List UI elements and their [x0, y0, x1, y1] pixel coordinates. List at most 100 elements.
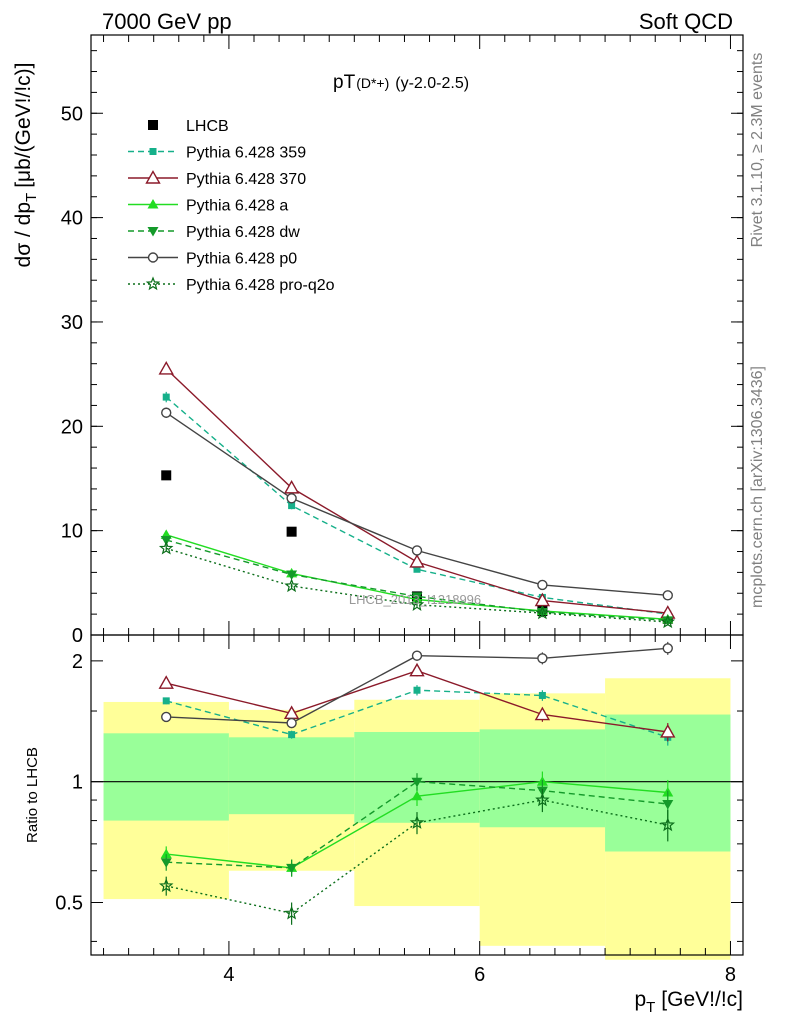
plot-title-rest: (y-2.0-2.5)	[395, 75, 469, 92]
ratio-point-pa	[411, 790, 423, 801]
ratio-point-pq2o	[158, 878, 174, 893]
ratio-point-pq2o	[535, 792, 550, 807]
uncertainty-band-inner	[103, 733, 229, 821]
legend-marker-p370	[145, 170, 161, 184]
series-line-p370	[165, 368, 668, 614]
y-tick-label: 0	[72, 625, 83, 647]
ratio-point-p359	[162, 697, 170, 705]
x-axis-label-rest: [GeV!/!c]	[661, 988, 743, 1011]
header-right: Soft QCD	[639, 9, 733, 34]
ratio-line-pq2o	[166, 799, 668, 915]
data-point-pp0	[161, 407, 172, 418]
ratio-y-axis-label: Ratio to LHCB	[24, 747, 41, 843]
series-pdw	[160, 536, 674, 626]
plot-title-sup: (D*+)	[356, 75, 389, 91]
ratio-frame	[90, 634, 744, 956]
legend-label-pdw: Pythia 6.428 dw	[186, 224, 300, 241]
ratio-point-p359	[413, 686, 421, 694]
legend-entry-p370: Pythia 6.428 370	[128, 170, 306, 188]
data-point-p359	[288, 502, 296, 510]
ratio-point-pdw	[286, 863, 298, 874]
plot-title-main: pT	[333, 72, 356, 93]
series-line-pdw	[166, 539, 668, 622]
series-pa	[160, 529, 674, 624]
legend-label-LHCB: LHCB	[186, 118, 229, 135]
data-point-p359	[413, 565, 421, 573]
legend-marker-p359	[149, 148, 157, 155]
legend-entry-LHCB: LHCB	[148, 118, 229, 135]
legend-label-p359: Pythia 6.428 359	[186, 145, 306, 162]
data-point-p370	[158, 360, 174, 375]
ratio-panel: 0.5 1 2 4 6 8 Ratio to LHCB	[24, 634, 744, 986]
y-tick-label: 2	[72, 651, 83, 673]
ratio-point-pp0	[411, 650, 423, 661]
data-point-pp0	[537, 579, 548, 591]
series-line-pq2o	[165, 547, 668, 623]
x-tick-label: 8	[725, 964, 736, 986]
data-point-pdw	[160, 536, 172, 546]
upper-panel: 0 10 20 30 40 50 pT(D*+) (y-2.0-2.5) dσ / dpT […	[12, 34, 744, 647]
ratio-point-pa	[160, 848, 172, 859]
data-point-pp0	[286, 493, 297, 504]
legend-label-pp0: Pythia 6.428 p0	[186, 251, 297, 268]
ratio-point-pp0	[537, 653, 548, 664]
data-point-LHCB	[286, 526, 297, 537]
data-point-p370	[283, 479, 300, 494]
y-tick-label: 50	[61, 103, 83, 125]
data-point-pp0	[662, 590, 673, 601]
ratio-point-pq2o	[409, 815, 425, 829]
y-tick-label: 10	[61, 521, 83, 543]
legend-entry-pdw: Pythia 6.428 dw	[128, 224, 300, 241]
ratio-point-pq2o	[284, 905, 299, 920]
y-axis-label-rest: [μb/(GeV!/!c)]	[12, 63, 35, 188]
y-axis-label-main: dσ / dp	[12, 202, 35, 268]
legend-entry-pq2o: Pythia 6.428 pro-q2o	[128, 276, 335, 294]
data-point-pq2o	[535, 605, 550, 620]
legend-marker-pa	[147, 199, 159, 209]
data-point-pq2o	[409, 597, 425, 611]
ratio-point-pp0	[662, 643, 673, 654]
rivet-version-text: Rivet 3.1.10, ≥ 2.3M events	[749, 53, 766, 248]
ratio-point-p359	[538, 691, 546, 699]
ratio-series-pq2o	[158, 788, 676, 925]
data-point-pq2o	[284, 578, 299, 593]
x-tick-label: 4	[223, 964, 234, 986]
x-axis-label-sub: T	[646, 999, 655, 1016]
legend-marker-pq2o	[145, 276, 161, 291]
y-tick-label: 20	[61, 416, 83, 438]
ratio-point-pp0	[286, 717, 297, 729]
ratio-point-p370	[158, 675, 174, 689]
y-tick-label: 1	[72, 772, 83, 794]
ratio-point-pdw	[662, 799, 674, 810]
x-axis-label: pT [GeV!/!c]	[634, 988, 743, 1016]
ratio-point-p370	[534, 706, 551, 721]
series-pq2o	[158, 540, 676, 629]
y-tick-label: 0.5	[55, 893, 83, 915]
data-point-pq2o	[660, 614, 676, 629]
plot-title: pT(D*+) (y-2.0-2.5)	[333, 72, 469, 93]
header-left: 7000 GeV pp	[102, 9, 232, 34]
series-p370	[158, 360, 676, 619]
legend-marker-pp0	[147, 252, 159, 263]
data-point-p359	[162, 393, 170, 401]
data-point-pp0	[411, 545, 423, 556]
ratio-point-pq2o	[660, 817, 676, 832]
ratio-series-pp0	[161, 641, 673, 729]
ratio-line-pdw	[166, 780, 668, 869]
data-point-pdw	[286, 570, 298, 580]
legend-entry-p359: Pythia 6.428 359	[128, 145, 306, 162]
ratio-point-pdw	[160, 858, 172, 868]
x-tick-label: 6	[474, 964, 485, 986]
legend-label-p370: Pythia 6.428 370	[186, 171, 306, 188]
x-axis-label-main: p	[634, 988, 646, 1011]
legend-label-pa: Pythia 6.428 a	[186, 198, 288, 215]
analysis-watermark: LHCB_2013_I1218996	[349, 592, 481, 607]
ratio-series-p370	[158, 662, 676, 742]
series-p359	[162, 391, 672, 618]
ratio-point-p359	[288, 731, 296, 739]
legend-entry-pp0: Pythia 6.428 p0	[128, 251, 297, 268]
y-tick-label: 40	[61, 208, 83, 230]
series-pp0	[161, 407, 673, 601]
y-axis-label-sub: T	[23, 193, 40, 202]
